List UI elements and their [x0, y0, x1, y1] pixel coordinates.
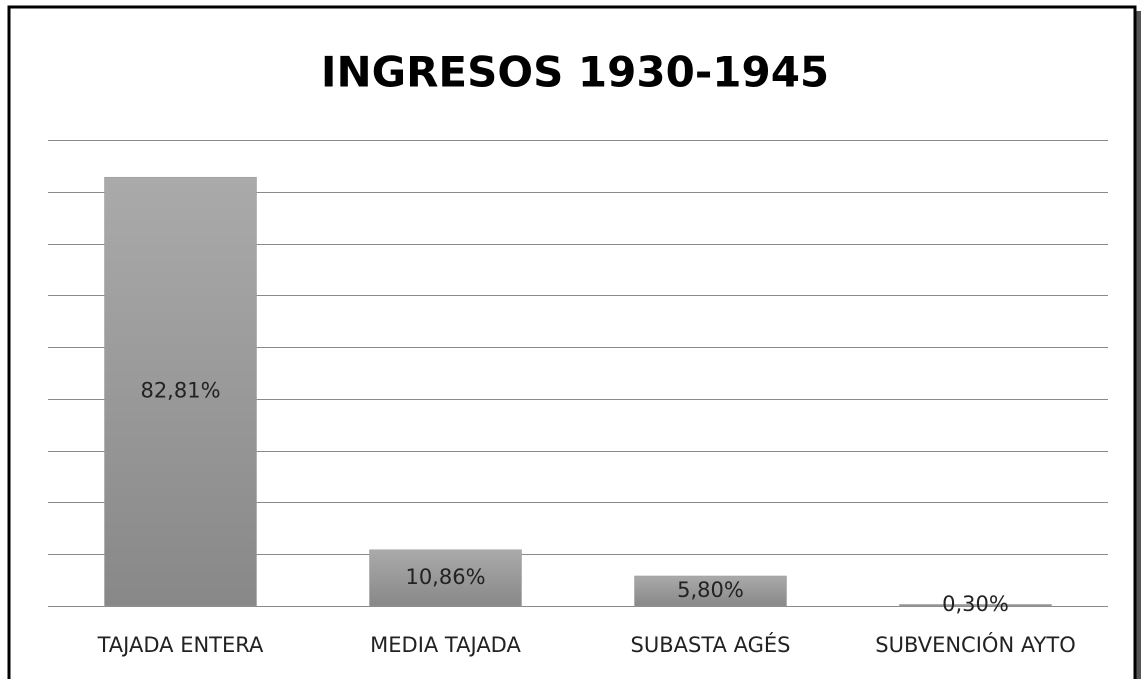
bar: [104, 176, 257, 607]
bar: [899, 604, 1052, 607]
data-label: 82,81%: [140, 379, 220, 403]
x-tick-label: SUBASTA AGÉS: [631, 632, 791, 657]
bar: [634, 575, 787, 607]
data-label: 10,86%: [405, 565, 485, 589]
x-tick-label: SUBVENCIÓN AYTO: [875, 632, 1076, 657]
chart-title: INGRESOS 1930-1945: [321, 48, 829, 97]
data-label: 5,80%: [677, 578, 744, 602]
x-tick-label: MEDIA TAJADA: [370, 633, 521, 657]
x-tick-label: TAJADA ENTERA: [97, 633, 264, 657]
bar: [369, 549, 522, 607]
data-label: 0,30%: [942, 592, 1009, 616]
